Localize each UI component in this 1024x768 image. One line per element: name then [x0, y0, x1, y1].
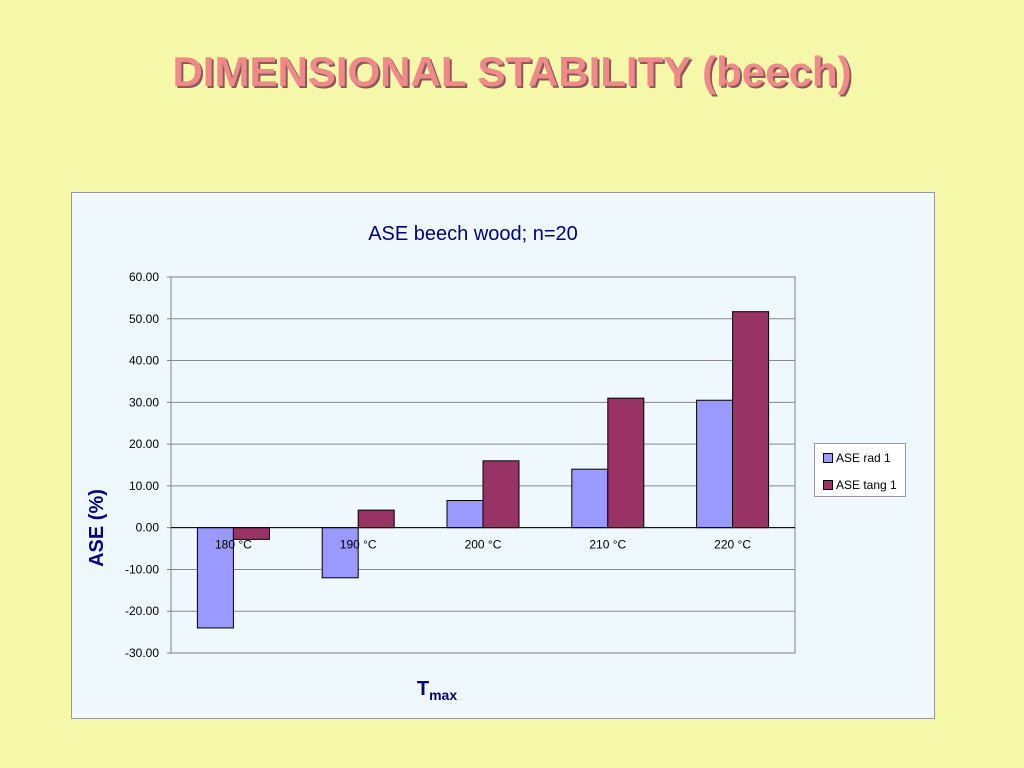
y-tick-label: 40.00	[129, 354, 159, 368]
y-tick-label: 60.00	[129, 270, 159, 284]
y-tick-label: 0.00	[136, 521, 160, 535]
bar-ase-rad-1	[446, 500, 484, 529]
legend-swatch-rad	[823, 453, 833, 463]
plot-area: 60.00 50.00 40.00 30.00 20.00 10.00 0.00 -10.00…	[125, 270, 796, 660]
y-tick-label: -30.00	[125, 646, 159, 660]
chart-panel: ASE beech wood; n=20 60.00 50.00 40.00 30.0…	[71, 192, 935, 719]
bar-ase-rad-1	[696, 399, 734, 529]
y-tick-label: -20.00	[125, 604, 159, 618]
x-tick-label: 210 °C	[589, 538, 626, 552]
x-tick-label: 180 °C	[215, 538, 252, 552]
y-tick-label: 10.00	[129, 479, 159, 493]
y-tick-label: 30.00	[129, 395, 159, 409]
chart-title: ASE beech wood; n=20	[368, 223, 578, 245]
x-axis-label-subscript: max	[429, 687, 457, 703]
x-tick-label: 190 °C	[340, 538, 377, 552]
x-axis-label: Tmax	[417, 678, 457, 703]
bar-ase-tang-1	[482, 460, 520, 529]
y-axis-label: ASE (%)	[86, 489, 108, 567]
bar-ase-rad-1	[571, 468, 609, 529]
bar-chart: ASE beech wood; n=20 60.00 50.00 40.00 30.0…	[86, 223, 796, 703]
legend-swatch-tang	[823, 480, 833, 490]
bar-ase-tang-1	[607, 397, 645, 529]
legend-label-tang: ASE tang 1	[836, 478, 897, 492]
x-tick-label: 220 °C	[714, 538, 751, 552]
x-axis-label-main: T	[417, 678, 429, 700]
legend: ASE rad 1 ASE tang 1	[814, 443, 906, 497]
x-tick-label: 200 °C	[465, 538, 502, 552]
y-tick-label: 50.00	[129, 312, 159, 326]
y-tick-label: -10.00	[125, 562, 159, 576]
legend-item-rad: ASE rad 1	[823, 451, 891, 465]
bar-ase-tang-1	[357, 509, 395, 529]
legend-item-tang: ASE tang 1	[823, 478, 897, 492]
legend-label-rad: ASE rad 1	[836, 451, 891, 465]
bar-ase-rad-1	[321, 527, 359, 579]
bar-ase-tang-1	[732, 311, 770, 529]
slide-title: DIMENSIONAL STABILITY (beech)	[172, 48, 852, 95]
y-tick-label: 20.00	[129, 437, 159, 451]
